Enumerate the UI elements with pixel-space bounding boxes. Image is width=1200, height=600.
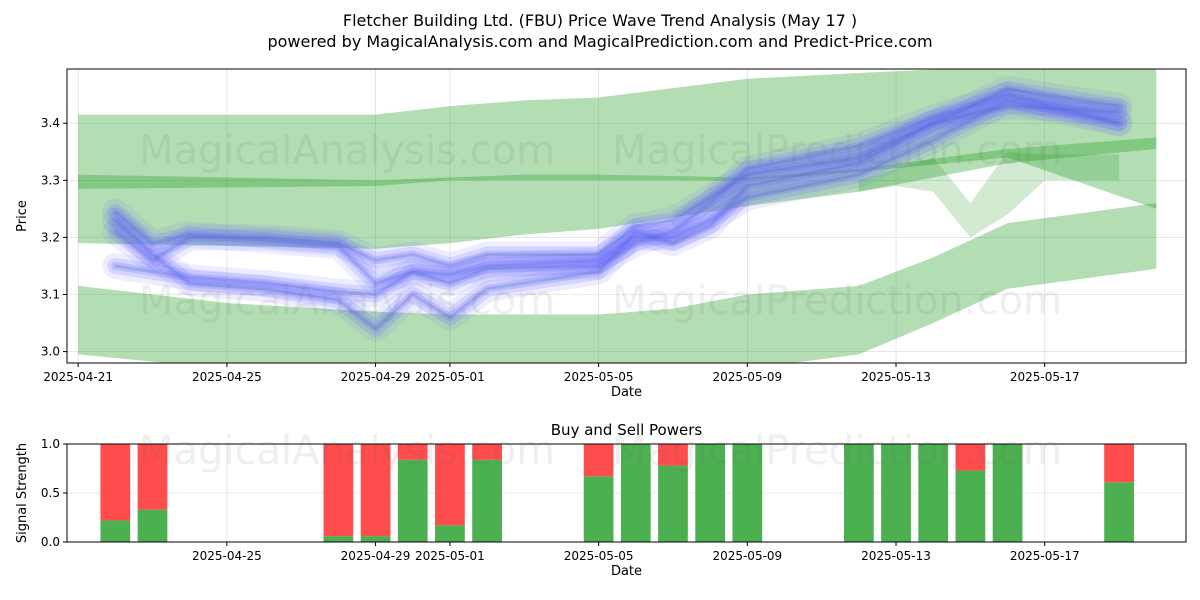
signal-panel-title: Buy and Sell Powers [551, 421, 703, 439]
x-axis-label: Date [611, 385, 642, 400]
y-tick-label: 3.2 [41, 230, 60, 244]
buy-power-bar [100, 520, 131, 542]
wave-line [107, 92, 1128, 292]
green-trend-band [78, 69, 1157, 249]
wave-line [102, 75, 1133, 342]
y-tick-label: 3.0 [41, 345, 60, 359]
buy-power-bar [583, 476, 614, 542]
buy-power-bar [472, 459, 502, 542]
plot-frame [66, 68, 1187, 364]
x-tick-label: 2025-04-21 [43, 370, 113, 384]
x-tick-label: 2025-04-25 [192, 549, 262, 563]
sell-power-bar [397, 444, 428, 460]
green-trend-band [78, 203, 1157, 363]
wave-line [114, 98, 1120, 285]
price-plot-area [78, 69, 1157, 363]
watermark-text: MagicalPrediction.com [612, 278, 1062, 324]
sell-power-bar [583, 444, 614, 477]
x-tick-label: 2025-05-05 [564, 370, 634, 384]
chart-title: Fletcher Building Ltd. (FBU) Price Wave … [343, 11, 857, 30]
buy-power-bar [955, 470, 986, 542]
y-tick-label: 3.4 [41, 116, 60, 130]
buy-power-bar [620, 444, 651, 542]
x-axis-label: Date [611, 564, 642, 579]
watermark-text: MagicalAnalysis.com [139, 128, 555, 174]
buy-power-bar [732, 444, 763, 542]
wave-line [111, 102, 1124, 270]
x-tick-label: 2025-04-25 [192, 370, 262, 384]
y-tick-label: 3.1 [41, 287, 60, 301]
sell-power-bar [360, 444, 391, 537]
buy-power-bar [992, 444, 1023, 542]
buy-power-bar [918, 444, 949, 542]
x-tick-label: 2025-05-09 [712, 370, 782, 384]
buy-power-bar [137, 509, 168, 542]
x-tick-label: 2025-04-29 [341, 549, 411, 563]
wave-line [107, 86, 1128, 303]
x-tick-label: 2025-05-01 [415, 370, 485, 384]
watermark-layer: MagicalAnalysis.com MagicalPrediction.com… [139, 128, 1062, 474]
x-tick-label: 2025-05-17 [1010, 370, 1080, 384]
wave-line [102, 93, 1133, 279]
y-axis-label: Signal Strength [15, 443, 30, 543]
watermark-text: MagicalAnalysis.com [139, 278, 555, 324]
sell-power-bar [658, 444, 688, 466]
buy-power-bar [881, 444, 911, 542]
buy-power-bar [658, 465, 688, 542]
sell-power-bar [1104, 444, 1134, 483]
signal-panel: Buy and Sell Powers 2025-04-25 2025-04-29 2… [15, 421, 1187, 579]
price-panel: 2025-04-21 2025-04-25 2025-04-29 2025-05-01… [15, 68, 1187, 400]
wave-line [102, 81, 1133, 308]
x-tick-label: 2025-05-05 [564, 549, 634, 563]
x-tick-label: 2025-05-13 [861, 370, 931, 384]
sell-power-bar [955, 444, 986, 471]
buy-power-bar [323, 536, 354, 542]
x-tick-label: 2025-05-09 [712, 549, 782, 563]
wave-line [111, 90, 1124, 299]
y-axis-label: Price [15, 200, 30, 232]
x-tick-label: 2025-05-13 [861, 549, 931, 563]
wave-line [111, 96, 1124, 288]
x-tick-label: 2025-05-17 [1010, 549, 1080, 563]
chart-subtitle: powered by MagicalAnalysis.com and Magic… [267, 32, 932, 51]
y-tick-label: 1.0 [41, 437, 60, 451]
x-tick-label: 2025-04-29 [341, 370, 411, 384]
buy-power-bar [360, 536, 391, 542]
sell-power-bar [472, 444, 502, 460]
wave-line [115, 93, 1120, 296]
wave-line [111, 84, 1124, 333]
watermark-text: MagicalPrediction.com [612, 428, 1062, 474]
sell-power-bar [137, 444, 168, 510]
watermark-text: MagicalPrediction.com [612, 128, 1062, 174]
wave-line [114, 104, 1120, 268]
sell-power-bar [435, 444, 465, 526]
wave-line [107, 98, 1128, 274]
buy-power-bar [843, 444, 874, 542]
x-tick-label: 2025-05-01 [415, 549, 485, 563]
buy-power-bar [1104, 482, 1134, 542]
green-trend-band [858, 151, 1120, 238]
buy-power-bar [435, 525, 465, 542]
y-tick-label: 0.5 [41, 486, 60, 500]
sell-power-bar [323, 444, 354, 537]
y-tick-label: 0.0 [41, 535, 60, 549]
buy-power-bar [397, 459, 428, 542]
buy-power-bar [695, 444, 726, 542]
wave-line [114, 87, 1120, 331]
y-tick-label: 3.3 [41, 173, 60, 187]
sell-power-bar [100, 444, 131, 521]
wave-line [107, 80, 1128, 337]
watermark-text: MagicalAnalysis.com [139, 428, 555, 474]
wave-line [102, 87, 1133, 297]
